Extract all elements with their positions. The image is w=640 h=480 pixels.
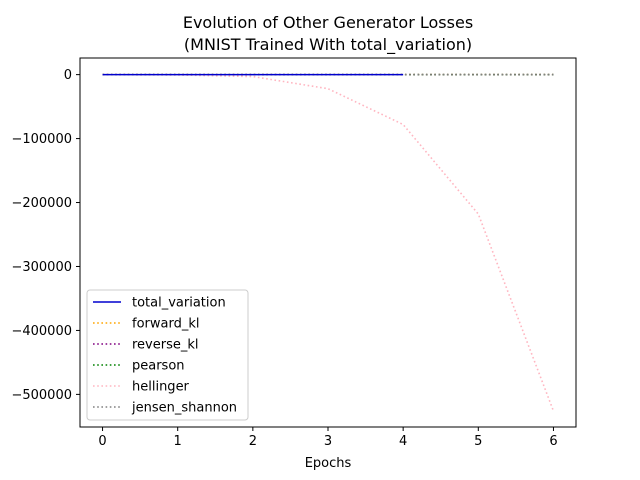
- legend-label: forward_kl: [132, 317, 199, 332]
- chart-title-line-2: (MNIST Trained With total_variation): [184, 35, 472, 55]
- x-tick-label: 2: [249, 434, 257, 449]
- plot-area: [102, 73, 555, 412]
- legend-label: pearson: [132, 359, 185, 374]
- legend: total_variation forward_kl reverse_klpears…: [86, 289, 249, 421]
- x-tick-label: 3: [324, 434, 332, 449]
- x-tick-label: 6: [549, 434, 557, 449]
- y-tick-label: −500000: [11, 388, 72, 403]
- x-axis-label: Epochs: [305, 456, 352, 471]
- y-tick-label: −300000: [11, 260, 72, 275]
- y-tick-label: −200000: [11, 196, 72, 211]
- x-tick-label: 1: [174, 434, 182, 449]
- y-axis: 0 −100000 −200000 −300000 −400000 −500000: [11, 68, 80, 403]
- x-tick-label: 5: [474, 434, 482, 449]
- chart-title-line-1: Evolution of Other Generator Losses: [183, 13, 473, 32]
- legend-label: hellinger: [132, 380, 190, 395]
- y-tick-label: −400000: [11, 324, 72, 339]
- x-tick-label: 0: [98, 434, 106, 449]
- x-axis: 0 1 2 3 4 5 6: [98, 427, 558, 449]
- legend-label: total_variation: [132, 296, 226, 311]
- x-tick-label: 4: [399, 434, 407, 449]
- y-tick-label: 0: [64, 68, 72, 83]
- legend-label: reverse_kl: [132, 338, 199, 353]
- legend-label: jensen_shannon: [131, 401, 237, 416]
- y-tick-label: −100000: [11, 132, 72, 147]
- legend-box: [86, 289, 249, 421]
